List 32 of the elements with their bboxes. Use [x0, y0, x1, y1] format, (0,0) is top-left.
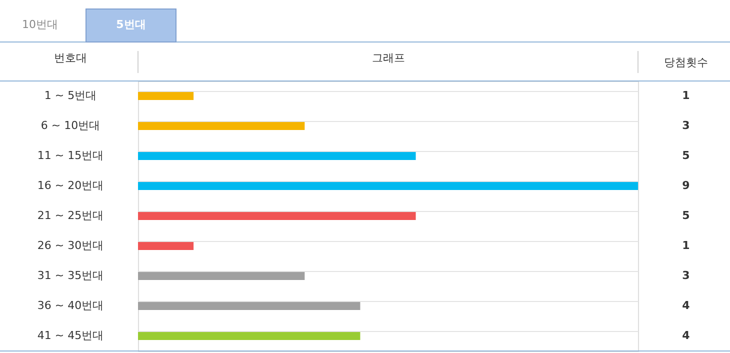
y-tick-label: 31 ~ 35번대: [37, 269, 104, 282]
y-tick-label: 11 ~ 15번대: [37, 149, 104, 162]
y-tick-label: 16 ~ 20번대: [37, 179, 104, 192]
data-label: 1: [682, 239, 690, 252]
bar: [138, 92, 194, 100]
y-axis-title: 번호대: [54, 52, 87, 64]
bar: [138, 182, 638, 190]
bar: [138, 302, 360, 310]
text: 5번대: [116, 18, 146, 31]
y-tick-label: 6 ~ 10번대: [40, 119, 100, 132]
data-label: 4: [682, 299, 690, 312]
bar: [138, 272, 305, 280]
bar: [138, 332, 360, 340]
data-label: 4: [682, 329, 690, 342]
data-label: 1: [682, 89, 690, 102]
x-axis-title: 그래프: [372, 52, 405, 64]
bar: [138, 122, 305, 130]
y-tick-label: 36 ~ 40번대: [37, 299, 104, 312]
bar: [138, 212, 416, 220]
y-tick-label: 1 ~ 5번대: [44, 89, 97, 102]
bar: [138, 152, 416, 160]
y-tick-label: 21 ~ 25번대: [37, 209, 104, 222]
data-label: 3: [682, 269, 690, 282]
data-label: 5: [682, 149, 690, 162]
data-label: 5: [682, 209, 690, 222]
data-label: 9: [682, 179, 690, 192]
bar: [138, 242, 194, 250]
text: 10번대: [22, 18, 58, 31]
y-tick-label: 41 ~ 45번대: [37, 329, 104, 342]
data-label: 3: [682, 119, 690, 132]
y2-axis-title: 당첨횟수: [664, 56, 708, 69]
y-tick-label: 26 ~ 30번대: [37, 239, 104, 252]
